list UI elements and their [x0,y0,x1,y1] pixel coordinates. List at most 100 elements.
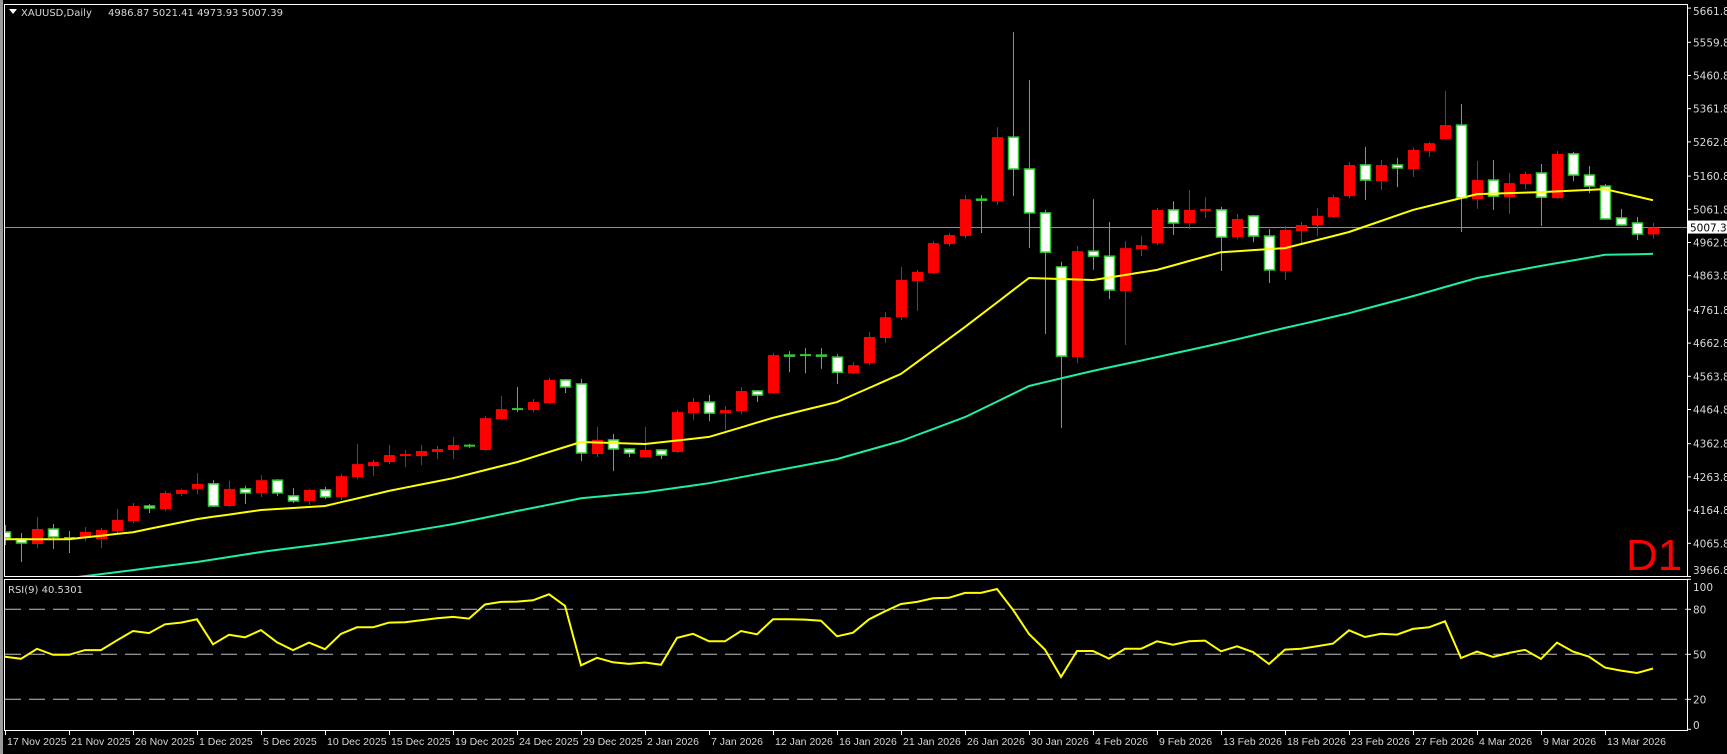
candle [720,406,731,431]
price-tick-label: 4863.80 [1693,271,1727,283]
candle [815,348,828,369]
candle-body [336,476,347,497]
time-tick-label: 27 Feb 2026 [1415,736,1474,748]
candle [1072,246,1083,364]
time-tick-label: 9 Feb 2026 [1159,736,1212,748]
price-tick-label: 4761.80 [1693,305,1727,317]
candle-body [655,449,668,456]
candle [416,444,427,466]
price-tick-label: 5361.80 [1693,104,1727,116]
time-tick-label: 18 Feb 2026 [1287,736,1346,748]
candle-body [864,337,875,364]
candle [1376,159,1387,191]
time-tick-label: 26 Nov 2025 [135,736,195,748]
candle-body [1408,149,1419,169]
candle-body [1103,255,1116,291]
candles-layer [5,32,1687,563]
candle-body [1167,209,1180,224]
candle [751,389,764,403]
price-tick-label: 5061.80 [1693,204,1727,216]
candle [559,378,572,394]
candle [1232,213,1243,240]
candle [368,460,379,477]
time-tick-label: 9 Mar 2026 [1543,736,1596,748]
candle [271,479,284,496]
rsi-tick-label: 0 [1693,720,1700,732]
price-tick-label: 3966.80 [1693,565,1727,577]
candle-body [207,483,220,507]
time-tick-label: 30 Jan 2026 [1031,736,1089,748]
candle [896,266,907,321]
candle [1263,229,1276,284]
candle-body [848,365,859,374]
candle [464,443,475,448]
candle-body [1424,143,1435,151]
candle-body [1344,164,1355,197]
candle-body [1359,164,1372,181]
candle-body [1039,212,1052,253]
candle [768,353,779,395]
candle-body [1263,235,1276,271]
candle [1039,209,1052,334]
candle [960,195,971,239]
candle-body [703,401,716,414]
candle-body [559,379,572,388]
candle-body [607,439,620,450]
candle-body [256,480,267,493]
candle [400,450,411,468]
price-tick-label: 5160.80 [1693,171,1727,183]
price-tick-label: 4662.80 [1693,338,1727,350]
candle [703,395,716,422]
candle-body [1087,250,1100,257]
window-frame-left [0,0,3,754]
candle-body [592,439,603,455]
candle-body [1599,185,1612,220]
header-ohlc-values: 4986.87 5021.41 4973.93 5007.39 [108,8,283,19]
main-panel-frame [4,4,1688,577]
candle [640,426,651,459]
candle [207,480,220,508]
candle [864,331,875,366]
time-tick-label: 13 Mar 2026 [1607,736,1666,748]
candle [1391,157,1404,188]
candle [432,445,443,460]
candle [1615,208,1628,227]
candle-body [688,402,699,414]
candle [287,487,300,503]
candle-body [1504,183,1515,198]
time-tick-label: 5 Dec 2025 [263,736,317,748]
candle-body [1296,224,1307,232]
candle [1312,207,1323,237]
candle-body [352,464,363,478]
candle [47,524,60,550]
candle [1120,241,1131,346]
time-tick-label: 4 Mar 2026 [1479,736,1532,748]
candle-body [368,462,379,467]
price-tick-label: 5262.80 [1693,137,1727,149]
price-tick-label: 4065.80 [1693,538,1727,550]
candle [1328,195,1339,218]
candle [1535,163,1548,227]
current-price-label: 5007.39 [1690,223,1727,235]
candle-body [575,383,588,454]
candle [1440,90,1451,141]
price-tick-label: 4263.80 [1693,472,1727,484]
candle-body [1328,197,1339,217]
candle-body [544,379,555,404]
time-axis: 17 Nov 2025 21 Nov 2025 26 Nov 2025 1 Dec 2… [5,731,1666,748]
candle [1648,222,1659,239]
rsi-axis: 100 80 50 20 0 [1687,578,1713,732]
triangle-down-icon[interactable] [9,9,17,14]
candle [304,488,315,506]
candle-body [831,356,844,373]
candle-body [5,531,12,539]
candle-body [960,199,971,237]
candle [736,386,747,415]
rsi-tick-label: 50 [1693,649,1706,661]
candle-body [944,235,955,245]
candle-body [271,479,284,494]
candle [1487,159,1500,210]
candle-body [1376,164,1387,182]
candle [1567,151,1580,182]
